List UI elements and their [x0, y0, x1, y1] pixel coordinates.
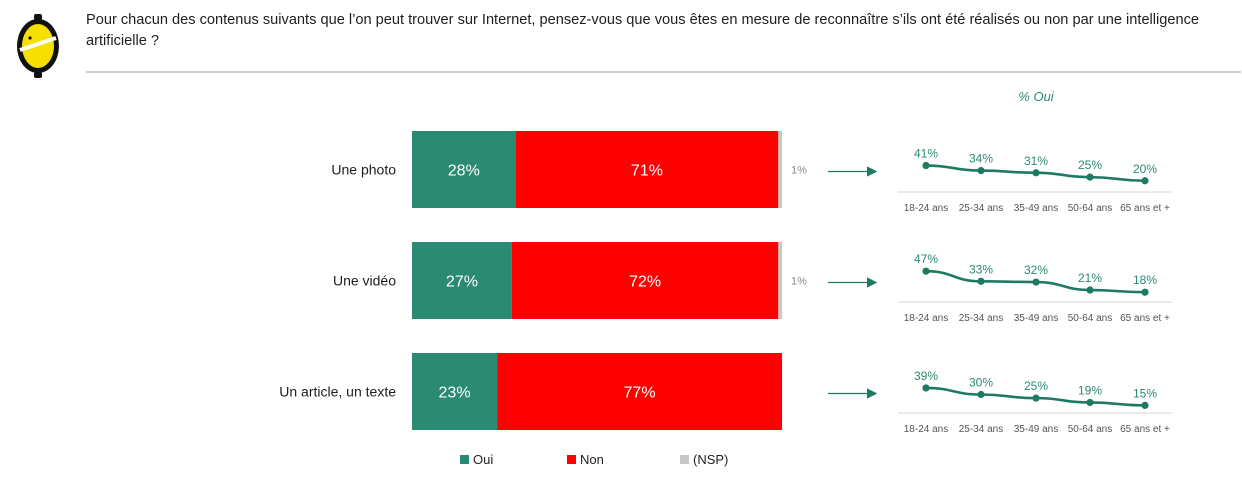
data-label-non: 72%: [629, 274, 661, 291]
trend-point-label: 25%: [1024, 379, 1048, 393]
age-tick-label: 18-24 ans: [904, 313, 948, 324]
trend-point: [922, 161, 930, 170]
data-label-non: 77%: [624, 385, 656, 402]
age-tick-label: 65 ans et +: [1120, 313, 1170, 324]
data-label-nsp: 1%: [791, 276, 807, 288]
legend-swatch-non: [567, 455, 576, 464]
legend-swatch-nsp: [680, 455, 689, 464]
trend-point-label: 33%: [969, 262, 993, 276]
trend-point: [922, 384, 930, 392]
data-label-nsp: 1%: [791, 165, 807, 177]
trend-point-label: 39%: [914, 369, 938, 383]
legend-label-nsp: (NSP): [693, 452, 728, 467]
trend-point-label: 34%: [969, 152, 993, 166]
trend-point: [1141, 401, 1149, 409]
data-label-non: 71%: [631, 163, 663, 180]
age-tick-label: 65 ans et +: [1120, 203, 1170, 214]
data-label-oui: 28%: [448, 163, 480, 180]
data-label-oui: 23%: [439, 385, 471, 402]
trend-point: [1086, 398, 1094, 407]
bar-segment-oui: [412, 353, 498, 430]
legend-label-non: Non: [580, 452, 604, 467]
trend-point-label: 15%: [1133, 386, 1157, 400]
question-title: Pour chacun des contenus suivants que l’…: [86, 12, 1200, 49]
logo-icon: [17, 14, 59, 78]
trend-point-label: 47%: [914, 252, 938, 266]
age-tick-label: 65 ans et +: [1120, 424, 1170, 435]
trend-point-label: 18%: [1133, 273, 1157, 287]
age-tick-label: 25-34 ans: [959, 424, 1003, 435]
header-divider: [86, 71, 1241, 73]
category-label: Un article, un texte: [279, 384, 396, 400]
trend-point-label: 20%: [1133, 162, 1157, 176]
bar-segment-oui: [412, 131, 516, 208]
trend-point: [922, 267, 930, 275]
trend-point: [1032, 394, 1040, 402]
age-tick-label: 18-24 ans: [904, 203, 948, 214]
category-label: Une photo: [331, 162, 396, 178]
trend-point: [977, 167, 985, 175]
trend-point-label: 21%: [1078, 271, 1102, 285]
bar-segment-nsp: [778, 242, 782, 319]
trend-point: [1032, 169, 1040, 177]
bar-segment-non: [511, 242, 779, 319]
trend-point-label: 41%: [914, 147, 938, 161]
legend-swatch-oui: [460, 455, 469, 464]
trend-point: [1086, 286, 1094, 294]
data-label-oui: 27%: [446, 274, 478, 291]
age-tick-label: 35-49 ans: [1014, 424, 1058, 435]
age-tick-label: 25-34 ans: [959, 203, 1003, 214]
trend-point: [977, 390, 985, 399]
trend-point: [1086, 173, 1094, 181]
bar-segment-nsp: [778, 131, 782, 208]
bar-segment-oui: [412, 242, 512, 319]
trend-point-label: 32%: [1024, 263, 1048, 277]
trend-point-label: 30%: [969, 376, 993, 390]
category-label: Une vidéo: [333, 273, 396, 289]
age-tick-label: 35-49 ans: [1014, 203, 1058, 214]
bar-segment-non: [497, 353, 782, 430]
age-tick-label: 18-24 ans: [904, 424, 948, 435]
trend-title: % Oui: [1018, 89, 1055, 104]
trend-point-label: 25%: [1078, 158, 1102, 172]
age-tick-label: 50-64 ans: [1068, 424, 1112, 435]
trend-point: [1141, 288, 1149, 296]
trend-point: [1032, 278, 1040, 286]
bar-segment-non: [515, 131, 779, 208]
trend-point: [977, 277, 985, 285]
age-tick-label: 50-64 ans: [1068, 203, 1112, 214]
age-tick-label: 35-49 ans: [1014, 313, 1058, 324]
trend-point: [1141, 177, 1149, 185]
trend-point-label: 19%: [1078, 383, 1102, 397]
legend-label-oui: Oui: [473, 452, 493, 467]
age-tick-label: 50-64 ans: [1068, 313, 1112, 324]
age-tick-label: 25-34 ans: [959, 313, 1003, 324]
trend-point-label: 31%: [1024, 154, 1048, 168]
